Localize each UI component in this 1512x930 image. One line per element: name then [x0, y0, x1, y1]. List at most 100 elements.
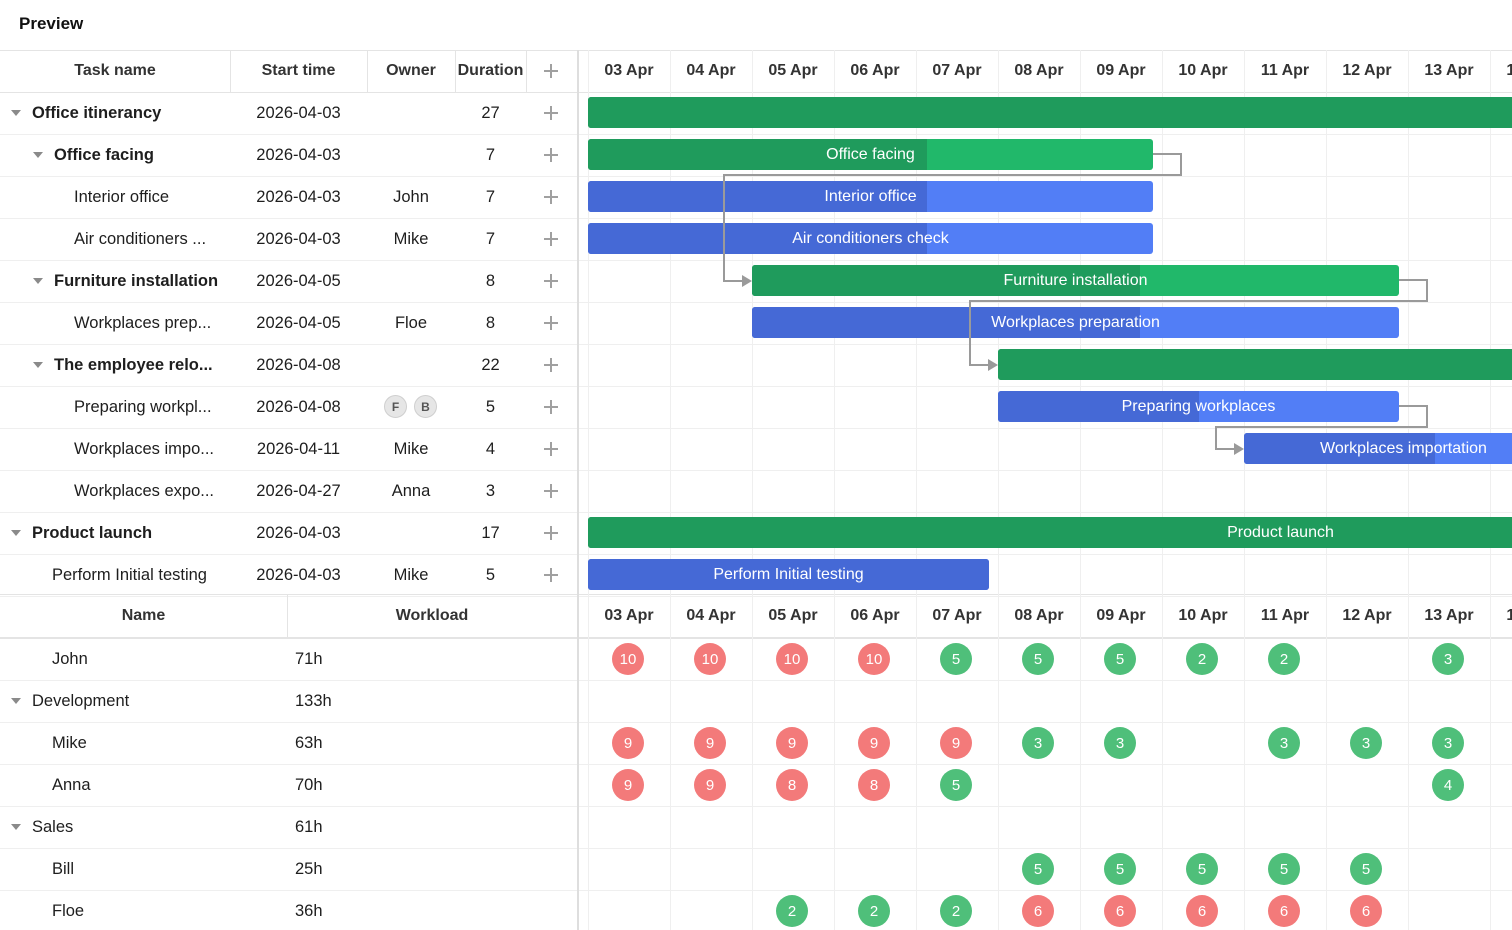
resource-name[interactable]: Bill: [52, 859, 75, 878]
workload-bubble[interactable]: 2: [940, 895, 972, 927]
task-name-header[interactable]: Task name: [74, 62, 156, 79]
add-subtask-plus-icon[interactable]: [543, 231, 559, 247]
row-divider: [0, 554, 1512, 555]
add-subtask-plus-icon[interactable]: [543, 567, 559, 583]
task-name-cell[interactable]: The employee relo...: [54, 355, 213, 374]
duration-header[interactable]: Duration: [457, 62, 524, 79]
task-bar[interactable]: Workplaces importation: [1244, 433, 1512, 464]
add-subtask-plus-icon[interactable]: [543, 315, 559, 331]
collapse-chevron-down-icon[interactable]: [11, 530, 21, 536]
task-name-cell[interactable]: Office facing: [54, 145, 154, 164]
task-name-cell[interactable]: Furniture installation: [54, 271, 219, 290]
workload-bubble[interactable]: 3: [1432, 727, 1464, 759]
workload-bubble[interactable]: 9: [694, 769, 726, 801]
resource-group-name[interactable]: Sales: [32, 817, 74, 836]
workload-bubble[interactable]: 5: [1268, 853, 1300, 885]
workload-bubble[interactable]: 3: [1268, 727, 1300, 759]
task-bar[interactable]: Air conditioners check: [588, 223, 1153, 254]
task-bar[interactable]: Interior office: [588, 181, 1153, 212]
summary-bar[interactable]: Furniture installation: [752, 265, 1399, 296]
workload-bubble[interactable]: 2: [776, 895, 808, 927]
summary-bar[interactable]: Product launch: [588, 517, 1512, 548]
workload-bubble[interactable]: 2: [1186, 643, 1218, 675]
task-name-cell[interactable]: Perform Initial testing: [52, 565, 207, 584]
add-subtask-plus-icon[interactable]: [543, 357, 559, 373]
workload-bubble[interactable]: 5: [1104, 643, 1136, 675]
add-subtask-plus-icon[interactable]: [543, 441, 559, 457]
resource-group-name[interactable]: Development: [32, 691, 130, 710]
workload-bubble[interactable]: 2: [858, 895, 890, 927]
workload-bubble[interactable]: 3: [1104, 727, 1136, 759]
workload-bubble[interactable]: 9: [858, 727, 890, 759]
workload-bubble[interactable]: 3: [1432, 643, 1464, 675]
workload-header[interactable]: Workload: [395, 606, 469, 624]
workload-bubble[interactable]: 2: [1268, 643, 1300, 675]
add-task-plus-icon[interactable]: [543, 63, 559, 79]
resource-name-header[interactable]: Name: [121, 606, 166, 624]
workload-bubble[interactable]: 3: [1350, 727, 1382, 759]
workload-bubble[interactable]: 9: [776, 727, 808, 759]
workload-bubble[interactable]: 5: [940, 643, 972, 675]
collapse-chevron-down-icon[interactable]: [33, 362, 43, 368]
workload-bubble[interactable]: 6: [1022, 895, 1054, 927]
workload-bubble[interactable]: 9: [612, 727, 644, 759]
add-subtask-plus-icon[interactable]: [543, 147, 559, 163]
task-name-cell[interactable]: Workplaces prep...: [74, 313, 212, 332]
task-bar[interactable]: Perform Initial testing: [588, 559, 989, 590]
task-bar[interactable]: Preparing workplaces: [998, 391, 1399, 422]
task-name-cell[interactable]: Office itinerancy: [32, 103, 162, 122]
workload-bubble[interactable]: 5: [940, 769, 972, 801]
resource-name[interactable]: Floe: [52, 901, 85, 920]
summary-bar[interactable]: [998, 349, 1512, 380]
task-name-cell[interactable]: Workplaces expo...: [74, 481, 215, 500]
task-name-cell[interactable]: Interior office: [74, 187, 170, 206]
task-bar[interactable]: Workplaces preparation: [752, 307, 1399, 338]
workload-bubble[interactable]: 6: [1350, 895, 1382, 927]
workload-bubble[interactable]: 4: [1432, 769, 1464, 801]
workload-bubble[interactable]: 5: [1350, 853, 1382, 885]
workload-bubble[interactable]: 9: [694, 727, 726, 759]
collapse-chevron-down-icon[interactable]: [33, 278, 43, 284]
add-subtask-plus-icon[interactable]: [543, 525, 559, 541]
row-divider: [0, 428, 1512, 429]
workload-bubble[interactable]: 10: [694, 643, 726, 675]
summary-bar[interactable]: Office facing: [588, 139, 1153, 170]
summary-bar[interactable]: [588, 97, 1512, 128]
workload-bubble[interactable]: 8: [776, 769, 808, 801]
workload-bubble[interactable]: 3: [1022, 727, 1054, 759]
start-time-header[interactable]: Start time: [261, 62, 336, 79]
task-name-cell[interactable]: Air conditioners ...: [74, 229, 207, 248]
workload-bubble[interactable]: 6: [1104, 895, 1136, 927]
collapse-chevron-down-icon[interactable]: [11, 110, 21, 116]
workload-bubble[interactable]: 10: [612, 643, 644, 675]
gantt-day-header: 03 Apr: [604, 62, 654, 79]
workload-bubble[interactable]: 5: [1104, 853, 1136, 885]
workload-bubble[interactable]: 5: [1186, 853, 1218, 885]
workload-bubble[interactable]: 9: [940, 727, 972, 759]
collapse-chevron-down-icon[interactable]: [33, 152, 43, 158]
collapse-chevron-down-icon[interactable]: [11, 824, 21, 830]
resource-name[interactable]: John: [52, 649, 88, 668]
workload-cell: 36h: [295, 901, 323, 920]
owner-header[interactable]: Owner: [386, 62, 436, 79]
add-subtask-plus-icon[interactable]: [543, 189, 559, 205]
workload-bubble[interactable]: 6: [1268, 895, 1300, 927]
add-subtask-plus-icon[interactable]: [543, 399, 559, 415]
workload-bubble[interactable]: 10: [858, 643, 890, 675]
task-name-cell[interactable]: Preparing workpl...: [74, 397, 212, 416]
workload-bubble[interactable]: 5: [1022, 853, 1054, 885]
collapse-chevron-down-icon[interactable]: [11, 698, 21, 704]
workload-bubble[interactable]: 10: [776, 643, 808, 675]
workload-bubble[interactable]: 8: [858, 769, 890, 801]
add-subtask-plus-icon[interactable]: [543, 273, 559, 289]
workload-bubble[interactable]: 6: [1186, 895, 1218, 927]
resource-name[interactable]: Anna: [52, 775, 91, 794]
workload-bubble[interactable]: 5: [1022, 643, 1054, 675]
add-subtask-plus-icon[interactable]: [543, 483, 559, 499]
task-name-cell[interactable]: Workplaces impo...: [74, 439, 214, 458]
workload-bubble[interactable]: 9: [612, 769, 644, 801]
resource-name[interactable]: Mike: [52, 733, 87, 752]
add-subtask-plus-icon[interactable]: [543, 105, 559, 121]
duration-cell: 7: [485, 145, 496, 164]
task-name-cell[interactable]: Product launch: [32, 523, 153, 542]
